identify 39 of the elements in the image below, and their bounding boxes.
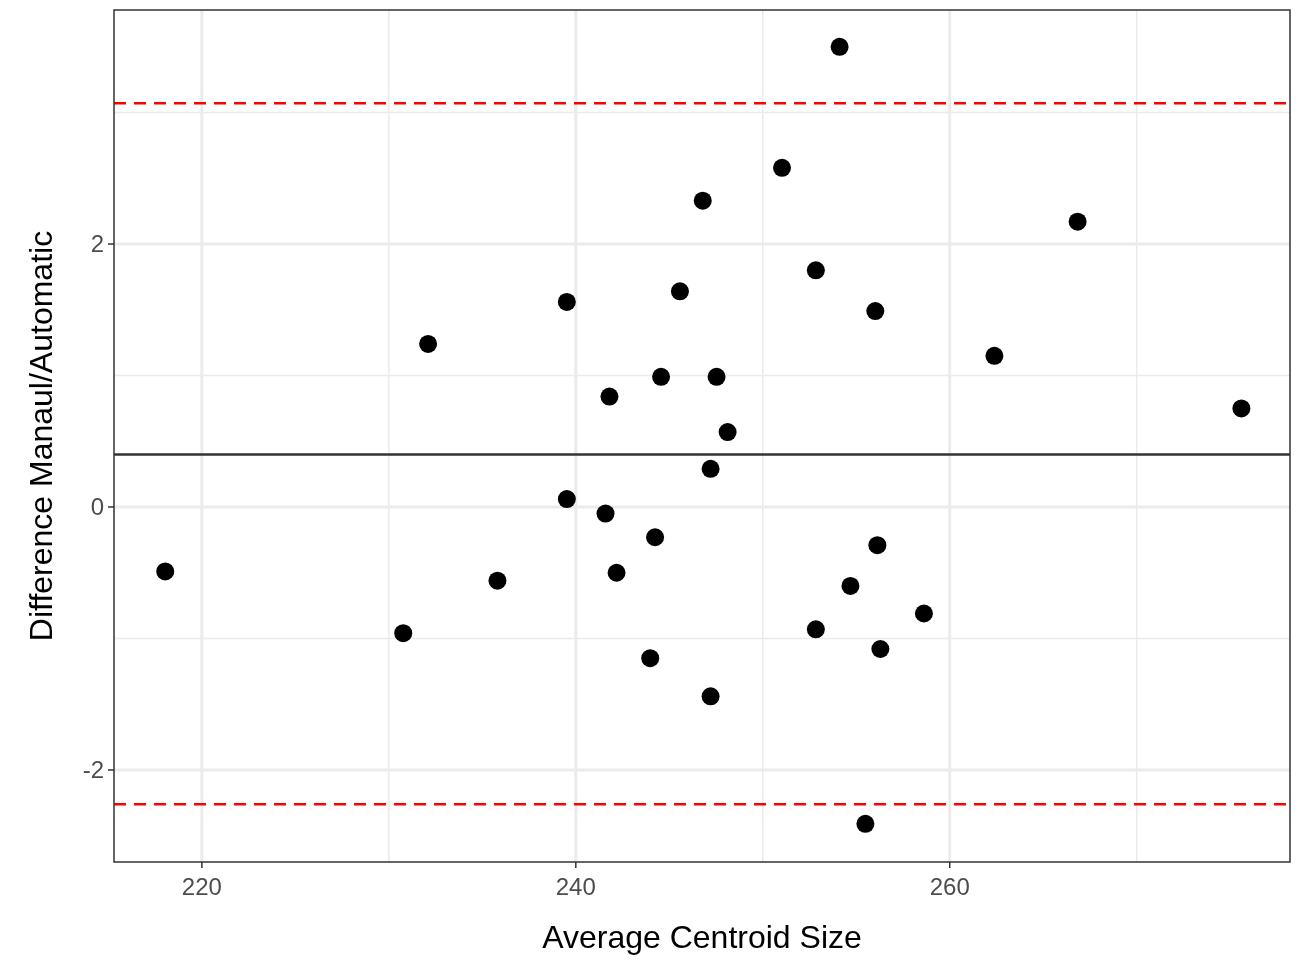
point [670, 282, 689, 301]
point [701, 459, 720, 478]
point [488, 571, 507, 590]
point [856, 814, 875, 833]
point [830, 37, 849, 56]
y-tick-label: 0 [90, 493, 104, 520]
point [868, 536, 887, 555]
point [773, 158, 792, 177]
point [1232, 399, 1251, 418]
point [557, 490, 576, 509]
point [596, 504, 615, 523]
point [156, 562, 175, 581]
point [600, 387, 619, 406]
point [652, 367, 671, 386]
point [707, 367, 726, 386]
y-axis-title: Difference Manaul/Automatic [23, 230, 59, 642]
x-tick-label: 240 [555, 873, 596, 900]
point [806, 261, 825, 280]
point [693, 191, 712, 210]
point [871, 640, 890, 658]
point [607, 563, 626, 582]
point [866, 302, 885, 321]
point [806, 620, 825, 639]
point [718, 423, 737, 442]
point [419, 334, 438, 353]
point [557, 292, 576, 311]
point [394, 624, 413, 643]
point [914, 604, 933, 623]
y-tick-label: -2 [82, 755, 104, 783]
point [646, 528, 665, 547]
point [985, 346, 1004, 365]
x-tick-label: 220 [181, 873, 222, 900]
point [701, 687, 720, 706]
point [841, 576, 860, 595]
point [641, 649, 660, 668]
x-axis-title: Average Centroid Size [542, 919, 862, 955]
point [1068, 212, 1087, 231]
y-tick-label: 2 [90, 230, 104, 258]
x-tick-label: 260 [929, 873, 970, 900]
